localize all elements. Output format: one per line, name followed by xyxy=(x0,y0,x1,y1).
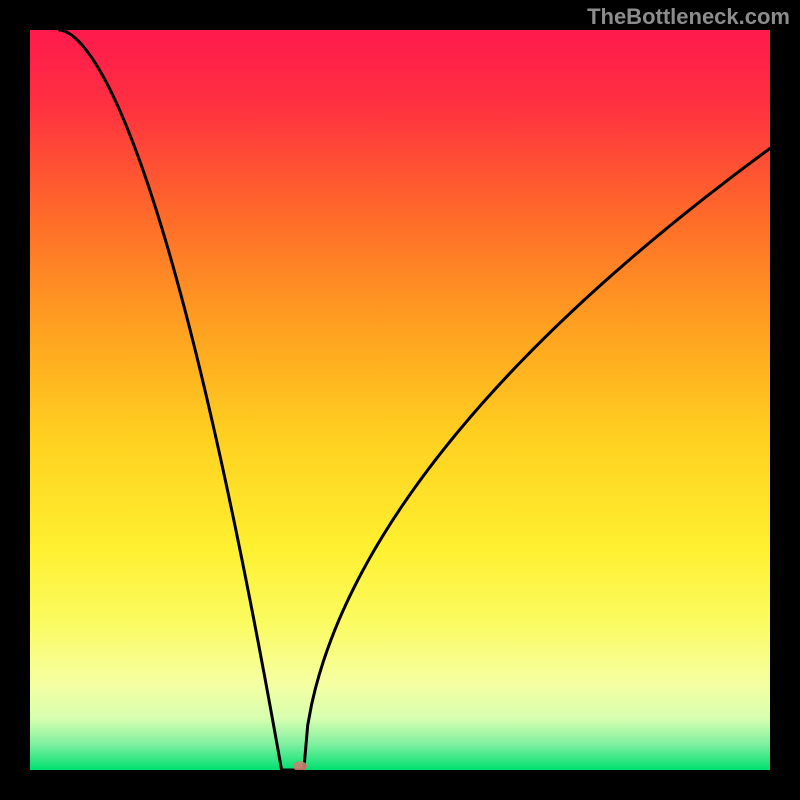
bottleneck-chart xyxy=(0,0,800,800)
plot-background xyxy=(30,30,770,770)
optimal-point-marker xyxy=(293,761,307,771)
watermark-text: TheBottleneck.com xyxy=(587,4,790,30)
